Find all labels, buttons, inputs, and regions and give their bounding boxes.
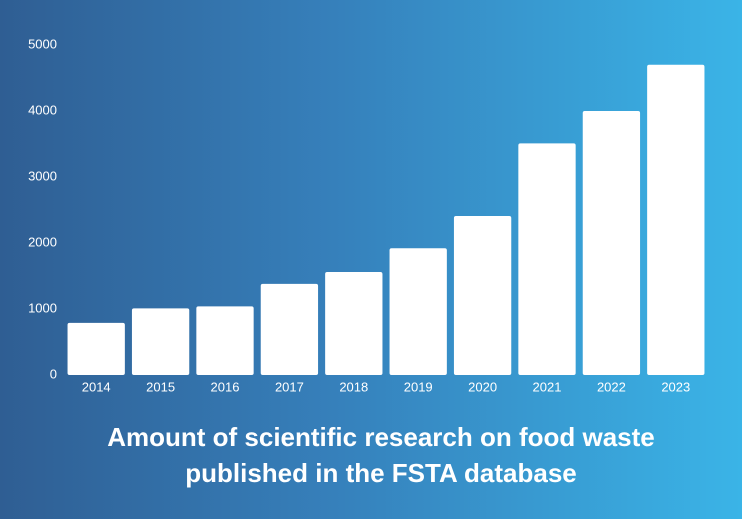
- x-tick-label: 2023: [661, 379, 690, 394]
- bar: [260, 283, 319, 375]
- y-tick-label: 2000: [28, 234, 57, 249]
- x-tick-label: 2018: [339, 379, 368, 394]
- y-tick-label: 4000: [28, 102, 57, 117]
- x-tick-label: 2014: [82, 379, 111, 394]
- chart-title: Amount of scientific research on food wa…: [107, 422, 655, 488]
- x-tick-label: 2021: [533, 379, 562, 394]
- bar: [453, 215, 512, 375]
- y-tick-label: 0: [50, 366, 57, 381]
- bar: [389, 248, 447, 375]
- bar: [67, 322, 125, 375]
- bar: [131, 308, 190, 375]
- x-tick-label: 2016: [211, 379, 240, 394]
- x-tick-label: 2020: [468, 379, 497, 394]
- x-tick-label: 2019: [404, 379, 433, 394]
- x-tick-label: 2015: [146, 379, 175, 394]
- y-tick-label: 3000: [28, 168, 57, 183]
- y-tick-label: 5000: [28, 36, 57, 51]
- y-tick-label: 1000: [28, 300, 57, 315]
- bar: [647, 64, 705, 376]
- bar: [518, 143, 576, 375]
- x-tick-label: 2017: [275, 379, 304, 394]
- bar: [196, 306, 254, 375]
- bar: [582, 111, 641, 375]
- x-tick-label: 2022: [597, 379, 626, 394]
- bar: [325, 272, 383, 375]
